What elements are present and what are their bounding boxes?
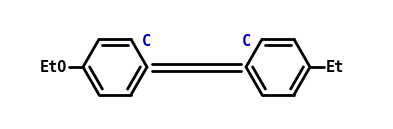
Text: EtO: EtO bbox=[40, 59, 67, 75]
Text: C: C bbox=[142, 34, 151, 49]
Text: C: C bbox=[242, 34, 251, 49]
Text: Et: Et bbox=[326, 59, 344, 75]
